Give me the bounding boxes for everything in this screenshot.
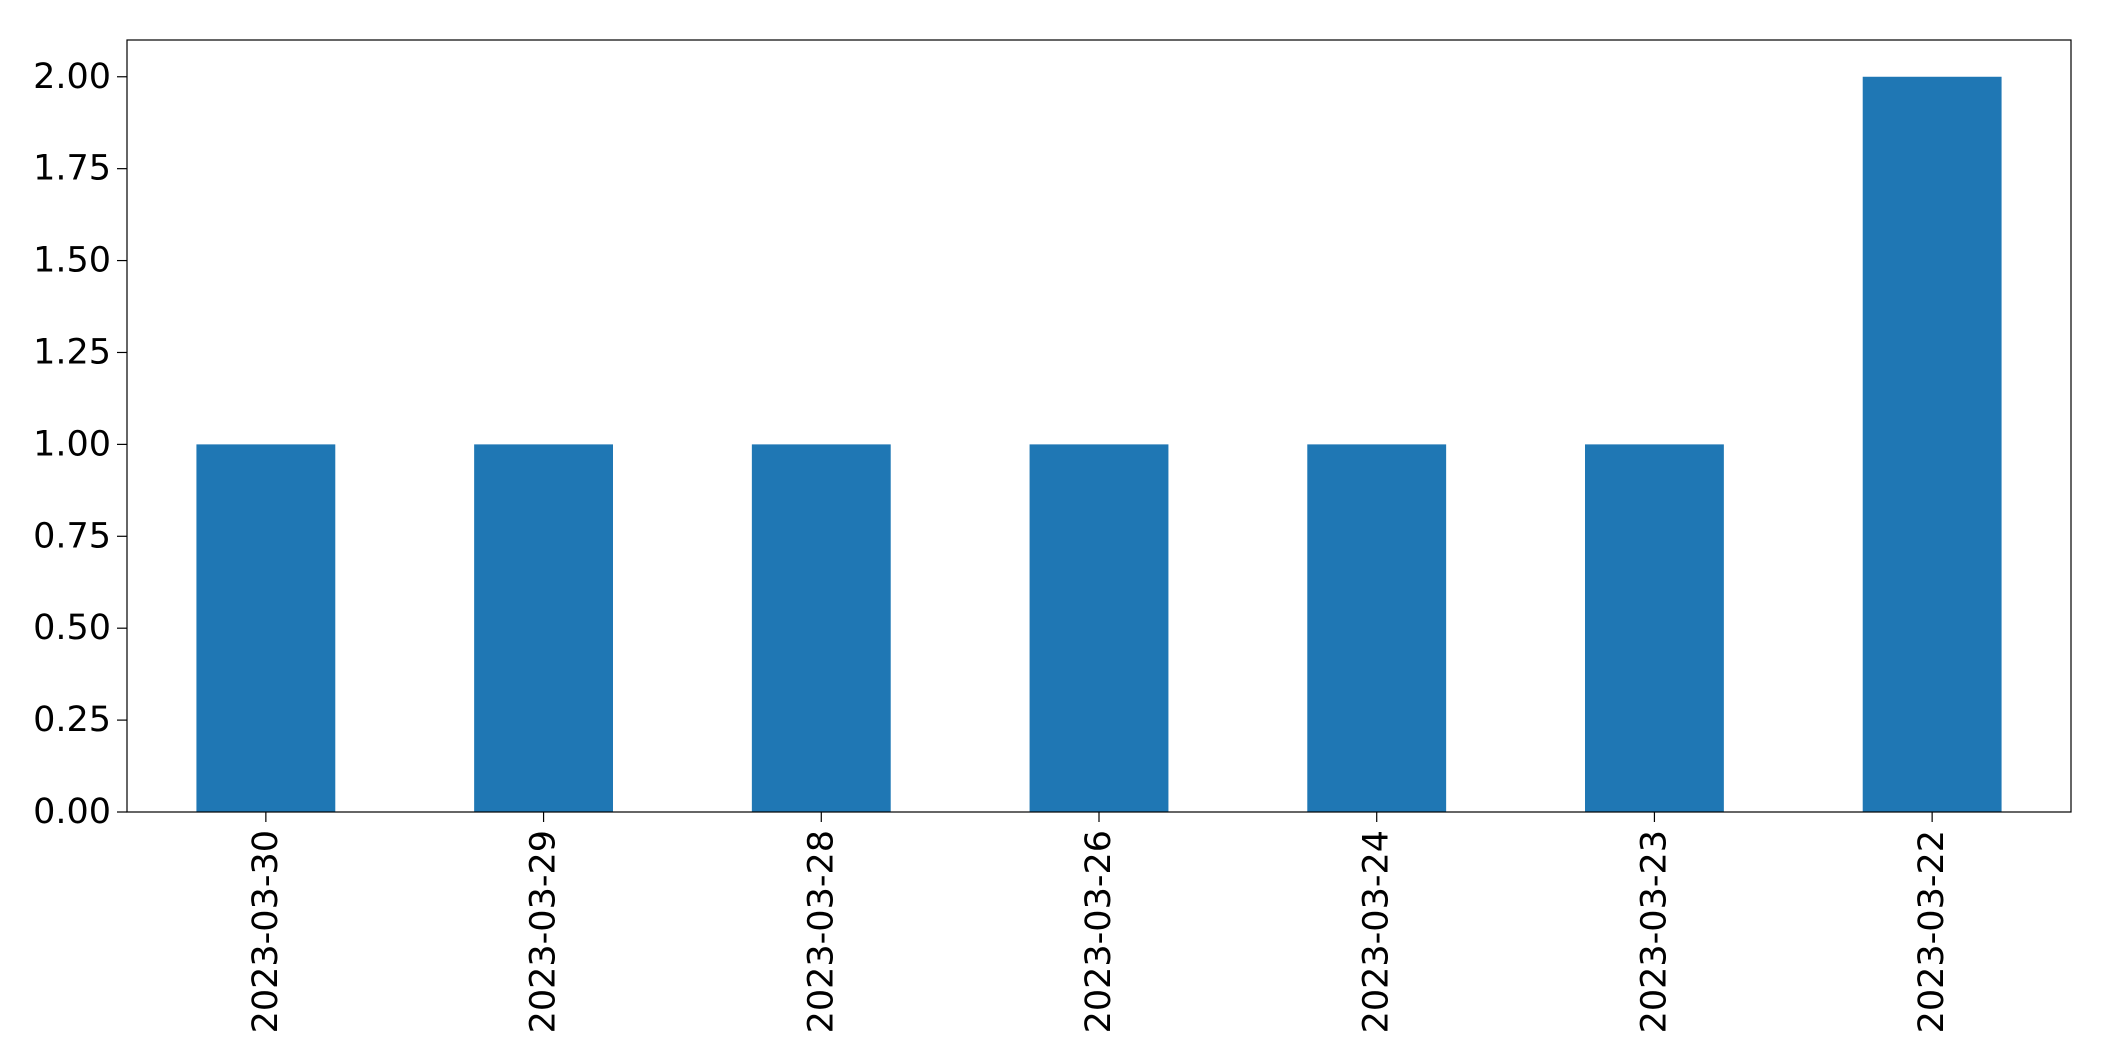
y-tick-label: 1.00	[33, 424, 111, 464]
y-axis: 0.00 0.25 0.50 0.75 1.00 1.25 1.50 1.75 2.00	[33, 57, 127, 832]
y-tick-label: 1.50	[33, 241, 111, 281]
y-tick-label: 1.25	[33, 332, 111, 372]
bar-2023-03-26	[1029, 444, 1169, 812]
x-axis: 2023-03-30 2023-03-29 2023-03-28 2023-03-26…	[246, 812, 1952, 1033]
bar-2023-03-28	[751, 444, 891, 812]
x-tick-label: 2023-03-30	[246, 830, 286, 1033]
bar-2023-03-23	[1585, 444, 1724, 812]
y-tick-label: 0.25	[33, 700, 111, 740]
bar-2023-03-24	[1307, 444, 1447, 812]
bar-2023-03-29	[474, 444, 613, 812]
x-tick-label: 2023-03-29	[524, 830, 564, 1033]
x-tick-label: 2023-03-23	[1634, 830, 1674, 1033]
x-tick-label: 2023-03-24	[1357, 830, 1397, 1033]
y-tick-label: 0.50	[33, 608, 111, 648]
y-tick-label: 0.00	[33, 792, 111, 832]
bars-group	[196, 76, 2002, 812]
y-tick-label: 1.75	[33, 149, 111, 189]
x-tick-label: 2023-03-22	[1912, 830, 1952, 1033]
y-tick-label: 2.00	[33, 57, 111, 97]
plot-frame	[126, 39, 2072, 813]
y-tick-label: 0.75	[33, 516, 111, 556]
x-tick-label: 2023-03-26	[1079, 830, 1119, 1033]
x-tick-label: 2023-03-28	[801, 830, 841, 1033]
bar-2023-03-22	[1862, 76, 2002, 812]
bar-2023-03-30	[196, 444, 336, 812]
